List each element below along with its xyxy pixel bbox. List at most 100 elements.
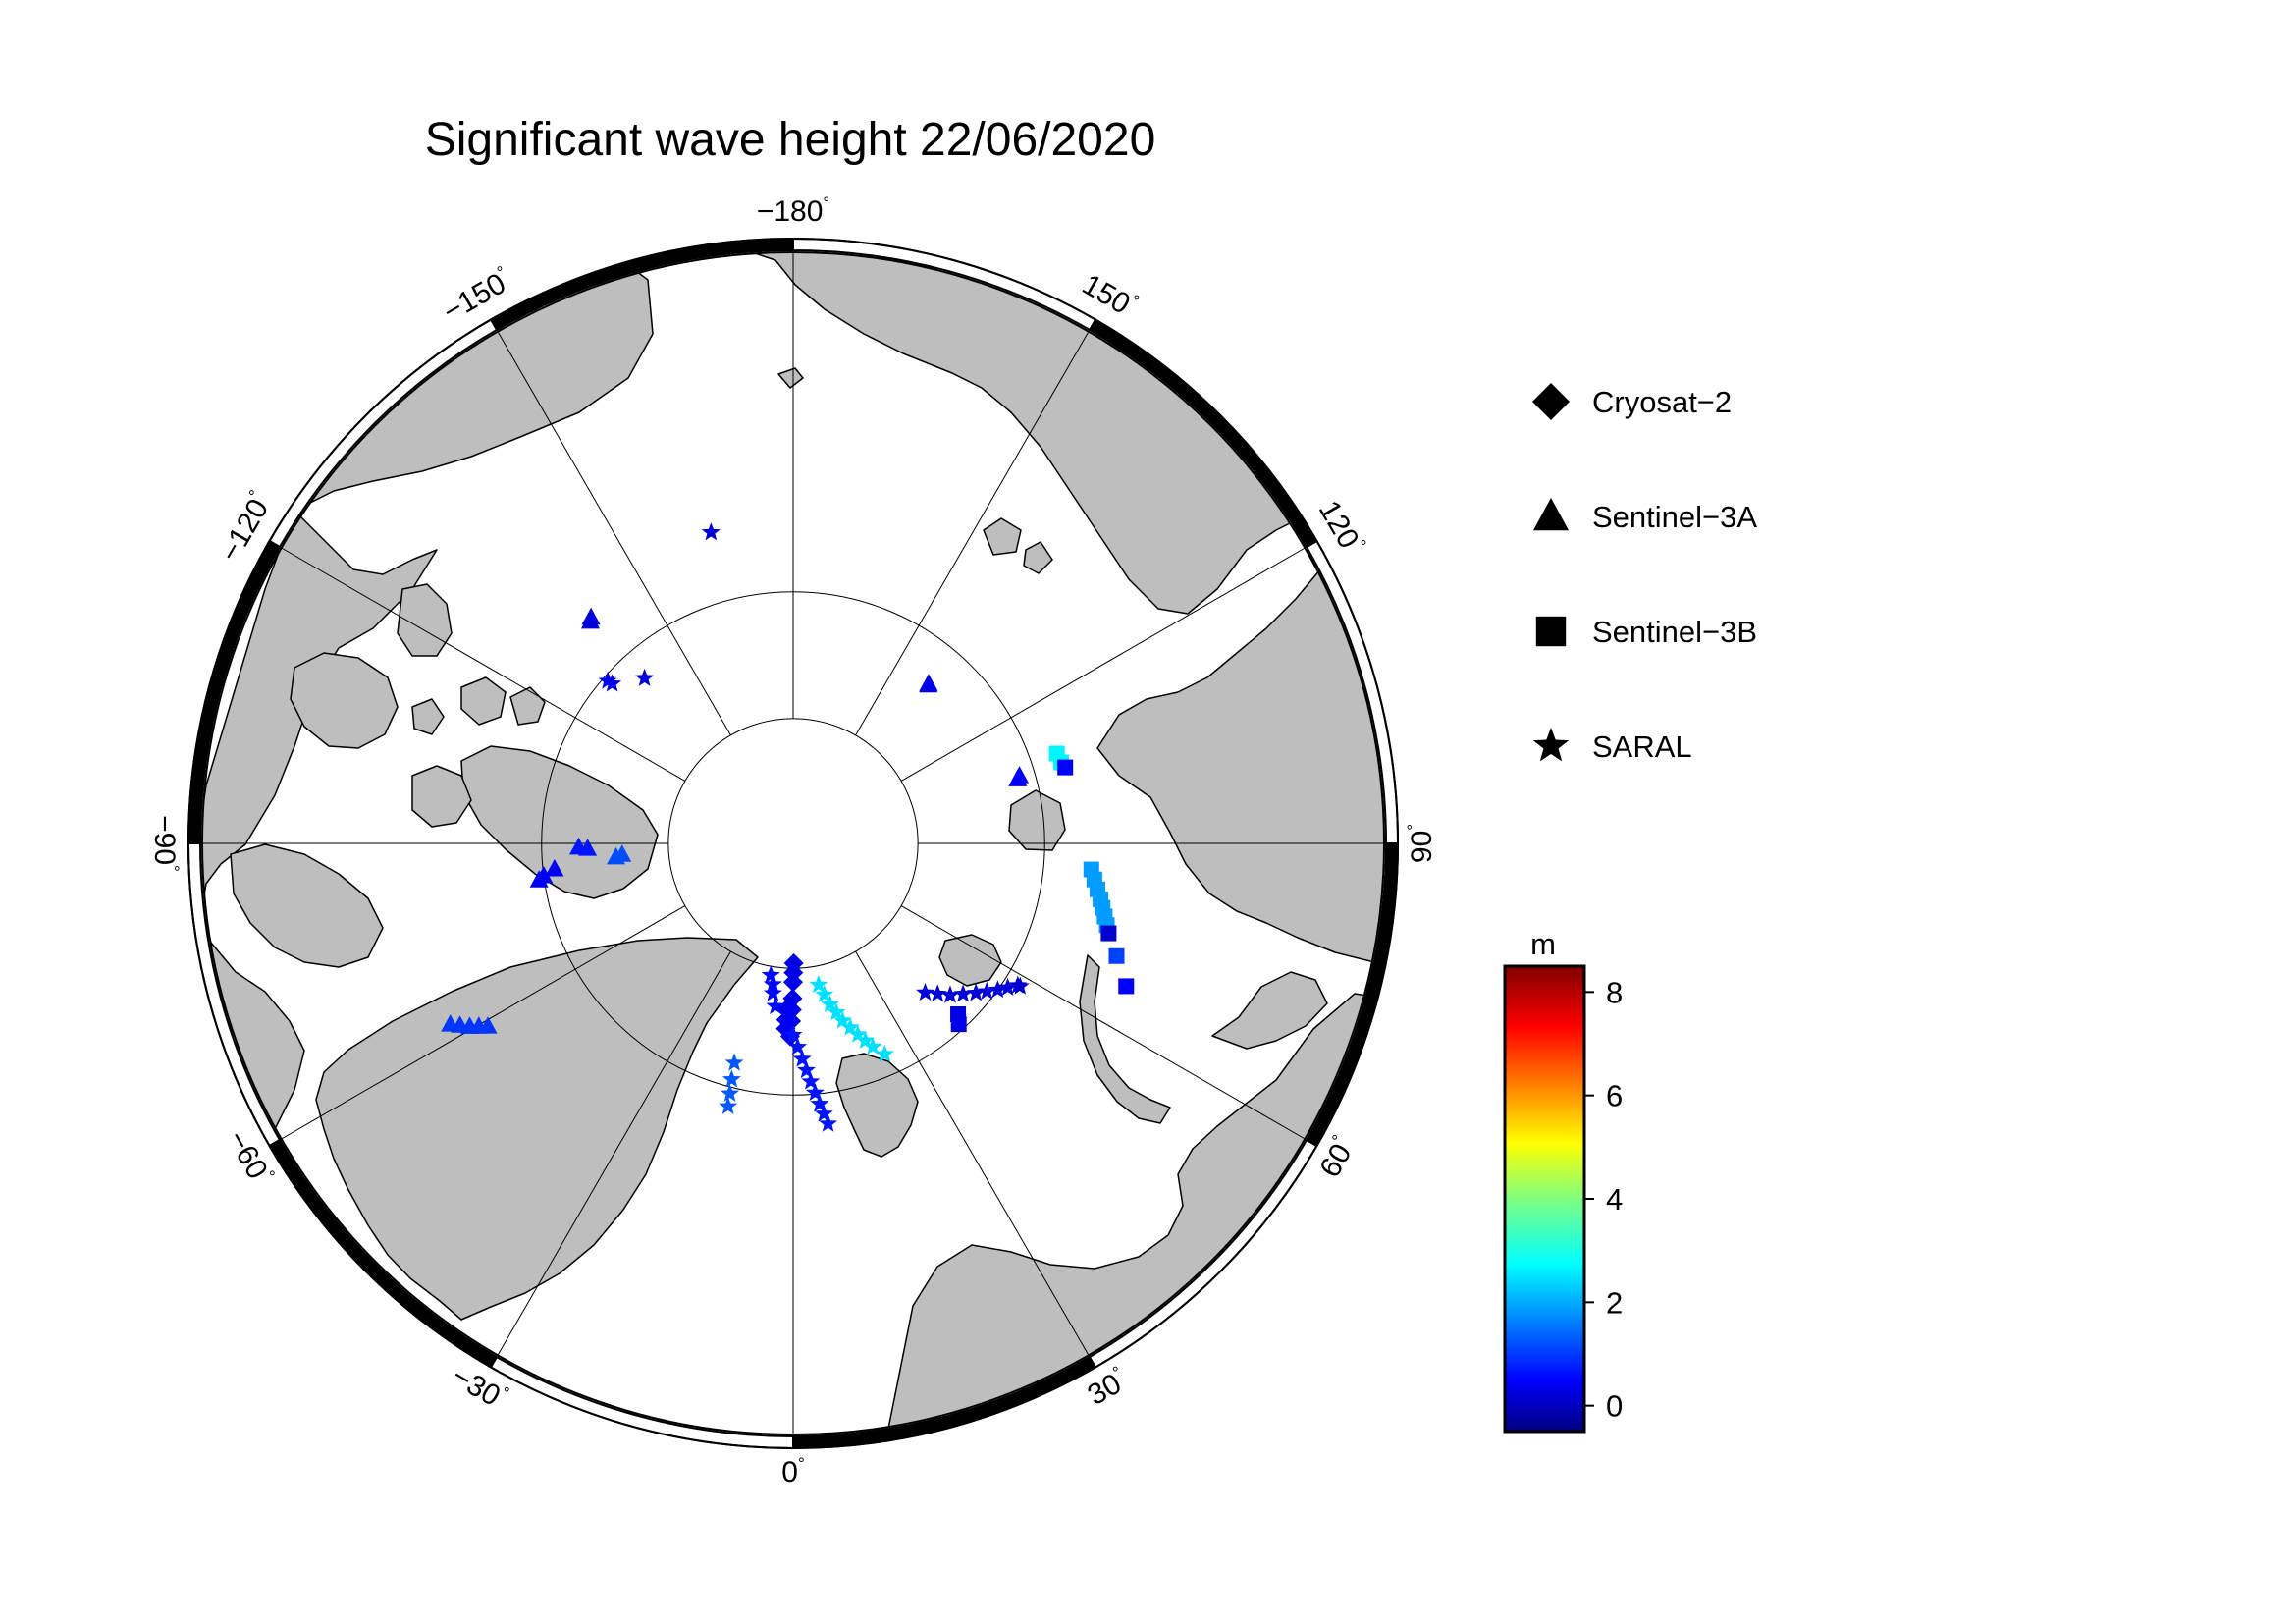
track-point [819, 1113, 838, 1132]
track-point [916, 983, 934, 1001]
track-point [1100, 925, 1117, 942]
colorbar-tick-label: 2 [1606, 1285, 1623, 1320]
franz-josef-land [938, 934, 1002, 987]
track-point [635, 668, 655, 686]
colorbar-ticks: 8 6 4 2 0 [1584, 975, 1623, 1424]
wrangel-island [777, 367, 804, 389]
track-point [724, 1053, 744, 1071]
longitude-label-text: 0° [781, 1454, 805, 1488]
degree-symbol: ° [498, 1383, 512, 1403]
yamal-gydan [1211, 971, 1328, 1050]
track-point [821, 994, 840, 1012]
map-title: Significant wave height 22/06/2020 [425, 114, 1156, 166]
track-point [578, 839, 598, 856]
satellite-tracks [441, 522, 1135, 1132]
track-point [953, 984, 973, 1002]
track-point [1010, 766, 1030, 784]
degree-symbol: ° [1328, 1132, 1348, 1147]
map-border-outer [187, 238, 1399, 1449]
legend-marker-square [1535, 616, 1567, 647]
track-point [1108, 947, 1125, 964]
degree-symbol: ° [1127, 291, 1142, 310]
longitude-label: 90° [1404, 824, 1438, 863]
novaya-zemlya [1079, 954, 1171, 1124]
polar-map: −180°150°120°90°60°30°0°−30°−60°−90°−120… [148, 193, 1438, 1488]
track-point [1057, 759, 1074, 776]
track-point [783, 972, 803, 993]
longitude-label: −180° [757, 193, 829, 228]
track-point [832, 1010, 852, 1029]
track-point [815, 985, 834, 1003]
track-point [763, 974, 782, 993]
track-point [580, 611, 600, 629]
track-point [545, 858, 564, 877]
track-point [719, 1096, 738, 1114]
legend-label: Sentinel−3A [1592, 500, 1757, 534]
track-point [919, 674, 938, 691]
track-point [928, 984, 947, 1002]
track-point [792, 1049, 812, 1067]
degree-symbol: ° [245, 487, 265, 502]
legend-marker-diamond [1532, 383, 1570, 420]
track-point [763, 983, 782, 1001]
track-point [1010, 976, 1030, 995]
track-point [701, 522, 721, 541]
track-point [534, 866, 554, 884]
satellite-legend: Cryosat−2 Sentinel−3A Sentinel−3B SARAL [1532, 383, 1757, 764]
legend-item: Cryosat−2 [1532, 383, 1732, 420]
degree-symbol: ° [259, 1167, 279, 1182]
degree-symbol: ° [164, 865, 183, 872]
track-point [478, 1016, 498, 1034]
track-point [603, 674, 622, 692]
track-point [783, 1025, 803, 1044]
queen-elizabeth-islands [411, 676, 546, 735]
degree-symbol: ° [1404, 824, 1422, 831]
colorbar-unit: m [1530, 927, 1556, 961]
graticule [202, 252, 1384, 1434]
greenland [315, 937, 759, 1321]
degree-symbol: ° [1109, 1363, 1124, 1382]
degree-symbol: ° [823, 193, 829, 212]
legend-label: SARAL [1592, 730, 1692, 764]
track-point [950, 1016, 967, 1033]
meridian-line [855, 950, 1090, 1356]
track-point [863, 1037, 882, 1055]
colorbar-tick-label: 6 [1606, 1079, 1623, 1113]
track-point [788, 1037, 808, 1055]
track-point [805, 1083, 825, 1102]
degree-symbol: ° [1351, 537, 1370, 552]
track-point [766, 996, 785, 1014]
track-point [1118, 978, 1135, 995]
legend-marker-star [1532, 728, 1570, 762]
baffin-island [230, 843, 384, 968]
track-point [809, 975, 828, 994]
longitude-label-text: 90° [1404, 824, 1438, 863]
ellesmere-island [460, 745, 659, 899]
meridian-line [855, 331, 1090, 736]
track-point [775, 1000, 796, 1020]
meridian-line [900, 905, 1306, 1140]
devon-island [411, 765, 472, 828]
legend-item: Sentinel−3A [1532, 498, 1757, 534]
map-frame [187, 237, 1400, 1450]
degree-symbol: ° [798, 1454, 805, 1473]
legend-marker-triangle [1532, 498, 1570, 531]
map-border-inner [201, 251, 1385, 1435]
track-point [801, 1071, 821, 1090]
degree-symbol: ° [494, 262, 508, 282]
colorbar-tick-label: 8 [1606, 975, 1623, 1009]
longitude-label: 0° [781, 1454, 805, 1488]
colorbar-tick-label: 0 [1606, 1389, 1623, 1424]
track-point [988, 980, 1007, 999]
track-point [875, 1044, 894, 1062]
meridian-line [497, 950, 731, 1356]
new-siberian-islands [983, 517, 1053, 574]
track-point [827, 1002, 846, 1021]
meridian-line [281, 905, 686, 1140]
legend-label: Cryosat−2 [1592, 385, 1732, 419]
colorbar: m 8 6 4 2 0 [1503, 927, 1623, 1434]
track-point [848, 1024, 868, 1043]
svalbard [835, 1053, 919, 1158]
meridian-line [900, 547, 1306, 782]
